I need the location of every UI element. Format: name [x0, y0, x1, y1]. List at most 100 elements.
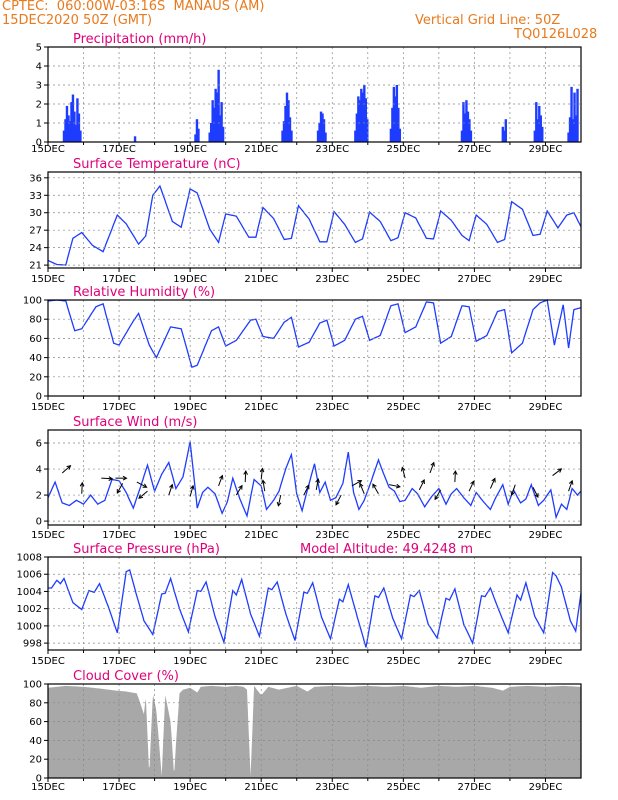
wind-arrow-head [259, 467, 265, 473]
precip-bar [324, 132, 327, 142]
wind-arrow [277, 494, 282, 506]
precip-bar [573, 92, 576, 142]
panel-frame [47, 299, 582, 397]
y-tick-label: 1006 [17, 570, 42, 581]
y-tick-label: 1004 [17, 587, 42, 598]
x-tick-label: 15DEC [31, 274, 65, 285]
y-tick-label: 100 [23, 680, 42, 691]
y-tick-label: 100 [23, 296, 42, 307]
wind-arrow-head [305, 484, 310, 490]
wind-arrow [101, 477, 113, 480]
precip-bar [394, 96, 397, 142]
y-tick-label: 0 [36, 774, 42, 785]
precip-bar [535, 102, 538, 142]
wind-arrow-head [510, 491, 515, 496]
panel-title: Precipitation (mm/h) [73, 32, 206, 47]
precip-bar [208, 132, 211, 142]
x-tick-label: 23DEC [315, 782, 349, 793]
wind-arrow-head [534, 493, 539, 499]
precip-bar [214, 88, 217, 142]
wind-arrow-head [359, 482, 364, 488]
x-tick-label: 25DEC [386, 402, 420, 413]
precip-bar [389, 128, 393, 142]
wind-arrow-head [420, 479, 425, 485]
x-tick-label: 21DEC [244, 402, 278, 413]
precip-bar [398, 128, 402, 142]
x-tick-label: 23DEC [315, 530, 349, 541]
wind-arrow-head [238, 484, 243, 490]
y-tick-label: 6 [36, 439, 42, 450]
precip-bar [133, 136, 137, 142]
precip-bar [357, 96, 360, 142]
y-tick-label: 40 [29, 353, 42, 364]
grid-line-note: Vertical Grid Line: 50Z [415, 13, 561, 28]
precip-bar [395, 85, 399, 142]
x-tick-label: 19DEC [173, 402, 207, 413]
precip-bar [501, 126, 505, 142]
wind-arrow [61, 465, 71, 474]
precip-bar [541, 126, 544, 142]
precip-bar [316, 130, 320, 142]
x-tick-label: 21DEC [244, 144, 278, 155]
precip-bar [465, 100, 468, 142]
y-tick-label: 24 [29, 243, 42, 254]
precip-bar [284, 105, 287, 142]
y-tick-label: 1008 [17, 553, 42, 564]
wind-arrow-head [568, 479, 574, 485]
wind-arrow [260, 468, 263, 480]
precip-bar [539, 115, 542, 142]
x-tick-label: 29DEC [529, 274, 563, 285]
precip-bar [355, 113, 359, 142]
panel-title: Relative Humidity (%) [73, 285, 215, 300]
precip-bar [469, 130, 473, 142]
wind-arrow-head [169, 483, 174, 489]
precip-bar [287, 100, 290, 142]
precip-bar [197, 128, 200, 142]
x-tick-label: 27DEC [458, 530, 492, 541]
precip-bar [79, 130, 82, 142]
wind-arrow [401, 467, 406, 479]
precip-bar [288, 117, 292, 142]
wind-arrow-head [218, 474, 224, 480]
precip-bar [319, 111, 323, 142]
model-id-label: TQ0126L028 [514, 27, 598, 42]
temperature-line [47, 184, 582, 266]
x-tick-label: 15DEC [31, 144, 65, 155]
precip-bar [570, 86, 573, 142]
x-tick-label: 17DEC [102, 656, 136, 667]
y-tick-label: 20 [29, 755, 42, 766]
wind-arrow [552, 468, 562, 476]
precip-bar [71, 94, 75, 142]
y-tick-label: 5 [36, 43, 42, 54]
precip-bar [503, 130, 506, 142]
x-tick-label: 19DEC [173, 144, 207, 155]
wind-arrow [359, 483, 365, 494]
precip-bar [568, 117, 572, 142]
y-tick-label: 3 [36, 81, 42, 92]
precip-bar [358, 100, 362, 142]
wind-arrow [235, 485, 243, 496]
x-tick-label: 15DEC [31, 402, 65, 413]
x-tick-label: 17DEC [102, 144, 136, 155]
wind-arrow [454, 471, 456, 483]
panel-frame [47, 46, 582, 143]
precip-bar [64, 119, 67, 142]
y-tick-label: 36 [29, 173, 42, 184]
wind-arrow [81, 482, 83, 494]
x-tick-label: 27DEC [458, 656, 492, 667]
precip-bar [322, 119, 326, 142]
y-tick-label: 998 [23, 639, 42, 650]
panel-frame [47, 683, 582, 779]
wind-arrow [218, 475, 223, 487]
x-tick-label: 19DEC [173, 782, 207, 793]
y-tick-label: 60 [29, 717, 42, 728]
wind-arrow [168, 484, 173, 496]
x-tick-label: 25DEC [386, 144, 420, 155]
x-tick-label: 27DEC [458, 782, 492, 793]
wind-arrow [315, 478, 319, 490]
x-tick-label: 19DEC [173, 656, 207, 667]
x-tick-label: 15DEC [31, 782, 65, 793]
wind-arrow [116, 483, 124, 494]
wind-arrow-head [243, 470, 248, 475]
wind-arrow [434, 489, 442, 500]
